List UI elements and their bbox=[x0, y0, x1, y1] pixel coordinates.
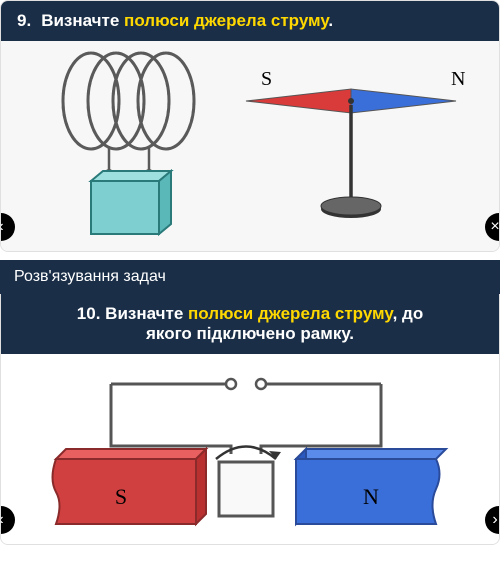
q10-mid: , до bbox=[393, 304, 424, 323]
q10-line2: якого підключено рамку. bbox=[19, 324, 481, 344]
coil-diagram bbox=[31, 46, 231, 246]
question-10-card: 10. Визначте полюси джерела струму, до я… bbox=[0, 294, 500, 545]
magnet-s: S bbox=[53, 449, 207, 524]
q10-highlight: полюси джерела струму bbox=[188, 304, 393, 323]
q9-text-suffix: . bbox=[328, 11, 333, 30]
q9-text: Визначте полюси джерела струму. bbox=[41, 11, 333, 31]
q9-number: 9. bbox=[17, 11, 31, 31]
q10-header: 10. Визначте полюси джерела струму, до я… bbox=[1, 294, 499, 354]
q10-figure: S N ‹ › bbox=[1, 354, 499, 544]
q10-prefix: Визначте bbox=[105, 304, 188, 323]
q10-line1: 10. Визначте полюси джерела струму, до bbox=[19, 304, 481, 324]
q9-figure: S N ‹ × bbox=[1, 41, 499, 251]
magnet-n: N bbox=[296, 449, 446, 524]
q9-text-highlight: полюси джерела струму bbox=[124, 11, 328, 30]
compass-n-label: N bbox=[451, 68, 465, 91]
magnet-s-label: S bbox=[115, 484, 127, 509]
magnet-n-label: N bbox=[363, 484, 379, 509]
compass-s-label: S bbox=[261, 68, 272, 91]
section-title: Розв'язування задач bbox=[0, 260, 500, 294]
q10-number: 10. bbox=[77, 304, 101, 323]
frame-magnet-diagram: S N bbox=[1, 354, 500, 544]
q9-text-prefix: Визначте bbox=[41, 11, 124, 30]
question-9-card: 9. Визначте полюси джерела струму. bbox=[0, 0, 500, 252]
prev-button[interactable]: ‹ bbox=[0, 213, 15, 241]
next-button[interactable]: × bbox=[485, 213, 500, 241]
q9-header: 9. Визначте полюси джерела струму. bbox=[1, 1, 499, 41]
